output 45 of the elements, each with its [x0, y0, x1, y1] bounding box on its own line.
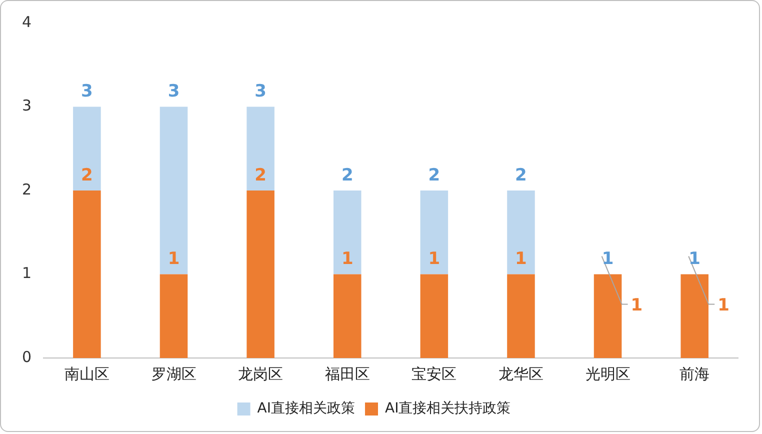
bar: [420, 274, 448, 358]
data-label: 1: [630, 296, 643, 316]
bar: [333, 274, 362, 358]
data-label: 2: [81, 165, 93, 186]
bar: [594, 274, 622, 358]
x-tick-label: 宝安区: [412, 364, 457, 383]
data-label: 1: [515, 249, 527, 270]
bar: [246, 106, 274, 190]
bar: [333, 190, 362, 274]
y-tick-label: 0: [22, 348, 32, 366]
bar: [73, 106, 101, 190]
total-label: 2: [341, 165, 354, 186]
y-tick-label: 4: [22, 12, 32, 31]
y-tick-label: 1: [22, 264, 32, 282]
bar: [160, 274, 188, 358]
bar: [420, 190, 448, 274]
total-label: 2: [515, 165, 527, 186]
data-label: 1: [168, 249, 180, 270]
total-label: 3: [81, 82, 93, 102]
x-tick-label: 福田区: [324, 364, 370, 383]
data-label: 2: [254, 165, 266, 186]
x-tick-label: 光明区: [585, 364, 630, 383]
total-label: 2: [428, 165, 440, 186]
data-label: 1: [428, 249, 440, 270]
bar: [507, 190, 535, 274]
x-tick-label: 龙岗区: [238, 364, 284, 383]
x-tick-label: 罗湖区: [151, 364, 196, 383]
y-tick-label: 3: [22, 96, 32, 115]
data-label: 1: [718, 296, 730, 316]
total-label: 1: [688, 249, 701, 270]
x-tick-label: 龙华区: [498, 364, 544, 383]
y-tick-label: 2: [22, 180, 32, 198]
bar: [73, 190, 101, 358]
data-label: 1: [341, 249, 354, 270]
bar: [680, 274, 708, 358]
total-label: 3: [168, 82, 180, 102]
x-tick-label: 南山区: [64, 364, 110, 383]
bar: [507, 274, 535, 358]
bar: [160, 106, 188, 274]
bar: [246, 190, 274, 358]
legend-label: AI直接相关政策: [257, 400, 356, 417]
total-label: 3: [254, 82, 266, 102]
total-label: 1: [602, 249, 614, 270]
x-tick-label: 前海: [680, 364, 710, 383]
legend-label: AI直接相关扶持政策: [385, 400, 511, 417]
